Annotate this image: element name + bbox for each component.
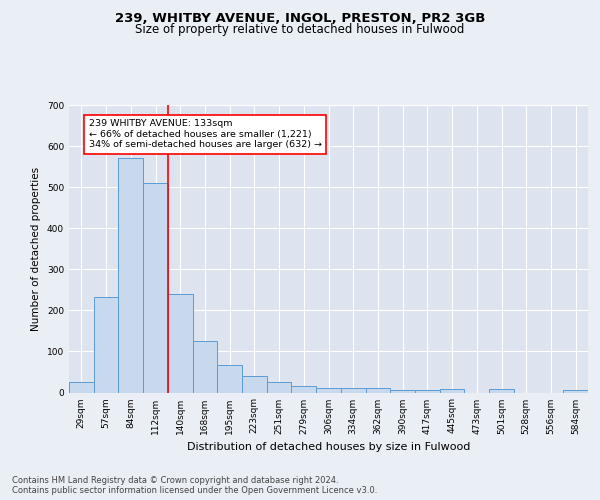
Bar (143, 183, 168, 392)
Bar (365, 388, 390, 392)
Bar (390, 390, 415, 392)
Bar (217, 364, 242, 392)
Text: 239 WHITBY AVENUE: 133sqm
← 66% of detached houses are smaller (1,221)
34% of se: 239 WHITBY AVENUE: 133sqm ← 66% of detac… (89, 120, 322, 149)
Text: 239, WHITBY AVENUE, INGOL, PRESTON, PR2 3GB: 239, WHITBY AVENUE, INGOL, PRESTON, PR2 … (115, 12, 485, 26)
Bar (168, 294, 193, 392)
Bar (292, 386, 316, 392)
Bar (440, 389, 464, 392)
Bar (193, 341, 217, 392)
Text: Size of property relative to detached houses in Fulwood: Size of property relative to detached ho… (136, 22, 464, 36)
Bar (489, 389, 514, 392)
Bar (242, 376, 267, 392)
Bar (341, 388, 365, 392)
Text: Contains HM Land Registry data © Crown copyright and database right 2024.
Contai: Contains HM Land Registry data © Crown c… (12, 476, 377, 495)
Bar (316, 388, 341, 392)
Y-axis label: Number of detached properties: Number of detached properties (31, 166, 41, 331)
Bar (69, 382, 94, 392)
Bar (267, 382, 292, 392)
Bar (118, 158, 143, 392)
X-axis label: Distribution of detached houses by size in Fulwood: Distribution of detached houses by size … (187, 442, 470, 452)
Bar (563, 390, 588, 392)
Bar (94, 297, 118, 392)
Bar (415, 390, 440, 392)
